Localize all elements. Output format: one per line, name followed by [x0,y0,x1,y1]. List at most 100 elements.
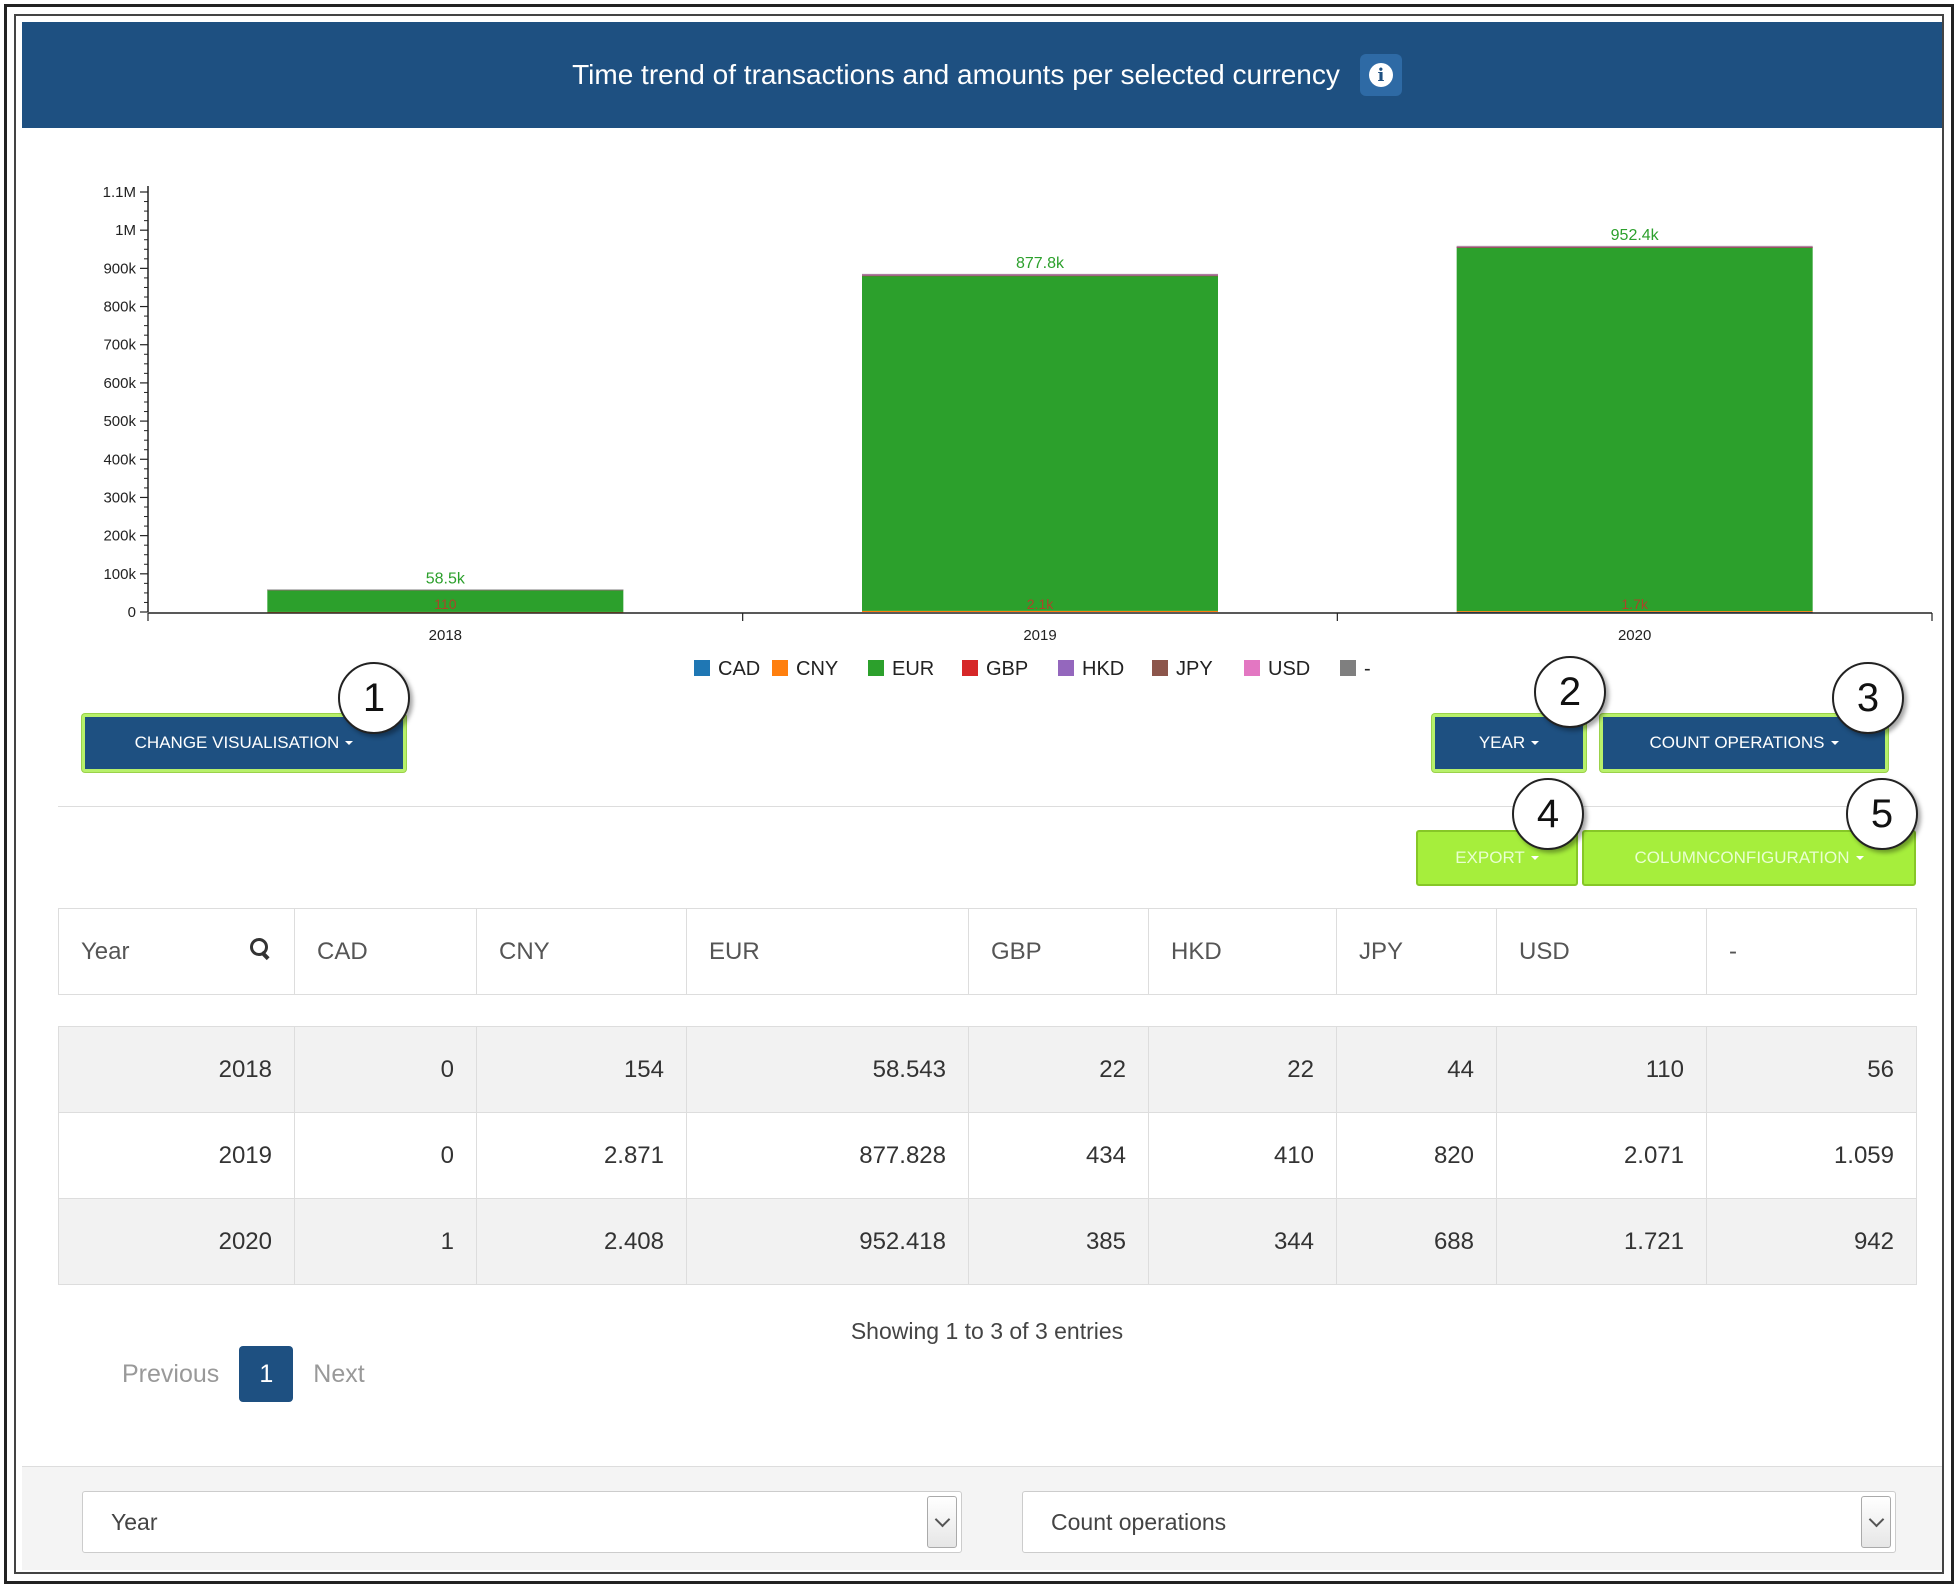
table-cell: 2.408 [476,1198,687,1285]
column-configuration-label: COLUMNCONFIGURATION [1634,848,1850,867]
table-row: 2020 1 2.408 952.418 385 344 688 1.721 942 [58,1198,1917,1285]
data-table: 2018 0 154 58.543 22 22 44 110 56 2019 0 2.871 877.8… [58,1026,1917,1285]
table-cell: 2019 [58,1112,295,1199]
caret-down-icon [1830,741,1839,745]
table-cell: 2.871 [476,1112,687,1199]
bar-segment-other-2020 [1456,245,1813,247]
y-tick-label: 200k [103,528,136,545]
bar-segment-usd-2019 [862,274,1218,276]
legend-label-hkd: HKD [1082,658,1124,680]
page-1-button[interactable]: 1 [239,1346,294,1402]
legend-swatch-other [1340,660,1356,676]
y-tick-label: 500k [103,413,136,430]
legend-label-cny: CNY [796,658,838,680]
bar-label-2020: 952.4k [1611,227,1660,244]
column-header-other[interactable]: - [1706,908,1917,995]
y-tick-label: 100k [103,566,136,583]
y-axis: 0 100k 200k 300k 400k 500k 600k 700k 800k 900k 1M 1… [103,184,149,621]
column-header-cny[interactable]: CNY [476,908,687,995]
measure-select[interactable]: Count operations [1022,1491,1896,1553]
table-row: 2018 0 154 58.543 22 22 44 110 56 [58,1026,1917,1113]
count-operations-label: COUNT OPERATIONS [1649,733,1825,752]
y-tick-label: 1M [115,222,136,239]
callout-1: 1 [338,662,410,734]
x-tick-label: 2018 [429,627,462,644]
legend-swatch-usd [1244,660,1260,676]
search-icon[interactable] [250,937,272,960]
table-cell: 1 [294,1198,477,1285]
table-cell: 688 [1336,1198,1497,1285]
column-header-cad[interactable]: CAD [294,908,477,995]
chart-bars: 58.5k 110 877.8k 2.1k 952.4k 1.7k [267,227,1813,613]
column-header-hkd[interactable]: HKD [1148,908,1337,995]
bar-segment-cny-2019 [862,610,1218,612]
table-cell: 154 [476,1026,687,1113]
count-operations-button[interactable]: COUNT OPERATIONS [1600,714,1888,772]
bar-segment-usd-2020 [1456,246,1813,247]
info-button[interactable]: i [1359,54,1402,96]
currency-panel: Time trend of transactions and amounts p… [22,22,1942,1570]
panel-footer: Year Count operations [22,1466,1942,1570]
next-link[interactable]: Next [313,1359,365,1388]
legend-swatch-gbp [962,660,978,676]
legend-label-other: - [1364,658,1371,680]
header-row: Year CAD CNY EUR GBP HKD JPY USD - [58,908,1917,995]
table-cell: 942 [1706,1198,1917,1285]
measure-select-value: Count operations [1051,1508,1227,1535]
info-icon: i [1368,63,1393,87]
callout-5: 5 [1846,778,1918,850]
x-axis: 2018 2019 2020 [147,612,1933,644]
y-tick-label: 400k [103,451,136,468]
y-tick-label: 900k [103,260,136,277]
x-axis-select-value: Year [111,1508,158,1535]
small-series-label-2018: 110 [434,596,457,612]
panel-header: Time trend of transactions and amounts p… [22,22,1942,128]
caret-down-icon [1855,856,1864,860]
screenshot-frame [4,4,1954,1584]
table-header: Year CAD CNY EUR GBP HKD JPY USD - [58,908,1917,995]
panel-frame: Time trend of transactions and amounts p… [14,14,1944,1574]
bar-segment-cny-2020 [1456,611,1813,612]
column-header-gbp[interactable]: GBP [968,908,1149,995]
bar-segment-eur-2019 [862,275,1218,611]
table-cell: 952.418 [686,1198,969,1285]
chevron-down-icon[interactable] [1861,1496,1891,1548]
legend-label-usd: USD [1268,658,1310,680]
year-button-label: YEAR [1478,733,1526,752]
column-header-eur[interactable]: EUR [686,908,969,995]
table-cell: 877.828 [686,1112,969,1199]
callout-4: 4 [1512,778,1584,850]
previous-link[interactable]: Previous [122,1359,220,1388]
table-cell: 58.543 [686,1026,969,1113]
bar-segment-eur-2020 [1456,247,1813,612]
column-header-jpy[interactable]: JPY [1336,908,1497,995]
x-axis-select[interactable]: Year [82,1491,962,1553]
x-tick-label: 2019 [1023,627,1056,644]
table-cell: 0 [294,1112,477,1199]
legend-label-eur: EUR [892,658,934,680]
legend-label-gbp: GBP [986,658,1028,680]
chevron-down-icon[interactable] [927,1496,957,1548]
table-cell: 56 [1706,1026,1917,1113]
table-cell: 1.721 [1496,1198,1707,1285]
table-cell: 385 [968,1198,1149,1285]
y-tick-label: 0 [128,604,136,621]
y-tick-label: 300k [103,489,136,506]
y-tick-label: 800k [103,299,136,316]
table-body: 2018 0 154 58.543 22 22 44 110 56 2019 0 2.871 877.8… [58,1026,1917,1285]
column-header-usd[interactable]: USD [1496,908,1707,995]
bar-label-2018: 58.5k [426,570,466,587]
bar-segment-hkd-2019 [862,275,1218,277]
export-label: EXPORT [1455,848,1525,867]
table-cell: 820 [1336,1112,1497,1199]
legend-swatch-cad [694,660,710,676]
legend-label-jpy: JPY [1176,658,1213,680]
table-cell: 44 [1336,1026,1497,1113]
bar-chart: 0 100k 200k 300k 400k 500k 600k 700k 800k 900k 1M 1… [103,184,1933,680]
caret-down-icon [345,741,354,745]
bar-segment-cny-2018 [267,611,624,613]
table-cell: 1.059 [1706,1112,1917,1199]
table-cell: 2018 [58,1026,295,1113]
x-tick-label: 2020 [1618,627,1651,644]
column-header-year[interactable]: Year [58,908,295,995]
